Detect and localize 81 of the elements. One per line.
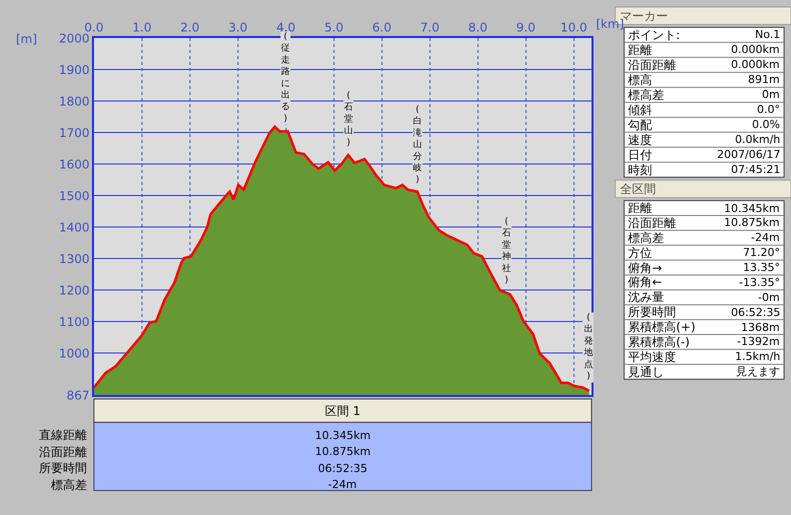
text: 直線距離 [39, 428, 87, 442]
text: 0.0° [757, 103, 780, 116]
text: 0.0km/h [735, 133, 780, 146]
y-tick-label: 867 [66, 388, 90, 402]
text: 0.000km [731, 58, 780, 71]
annotation: (石堂神社) [502, 217, 511, 286]
text: 速度 [628, 133, 652, 147]
x-tick-label: 3.0 [228, 20, 248, 34]
text: 標高差 [51, 478, 87, 492]
text: 2007/06/17 [717, 148, 780, 161]
text: -24m [751, 231, 780, 244]
text: 標高差 [628, 88, 664, 102]
y-tick-label: 1700 [58, 126, 90, 140]
text: 傾斜 [628, 103, 652, 117]
text: 勾配 [628, 118, 652, 132]
text: No.1 [755, 28, 780, 41]
text: 沿面距離 [628, 58, 676, 72]
text: 標高 [628, 73, 652, 87]
text: 沿面距離 [628, 216, 676, 230]
text: 0.0% [752, 118, 780, 131]
x-tick-label: 6.0 [372, 20, 392, 34]
text: 距離 [628, 201, 652, 215]
text: 俯角→ [628, 261, 662, 275]
text: ポイント: [628, 28, 680, 42]
annotation: (出発地点) [583, 313, 593, 382]
x-tick-label: 7.0 [420, 20, 440, 34]
text: 累積標高(-) [628, 335, 690, 349]
y-axis-title: [m] [16, 32, 38, 46]
y-tick-label: 1100 [58, 314, 90, 329]
y-tick-label: 1600 [58, 157, 90, 172]
text: 1368m [741, 321, 780, 334]
text: 区間 1 [325, 404, 360, 418]
text: 10.875km [724, 216, 780, 229]
y-tick-label: 1300 [58, 252, 90, 266]
x-tick-label: 10.0 [560, 20, 588, 34]
text: 見通し [628, 365, 664, 379]
text: 標高差 [628, 231, 664, 245]
text: 所要時間 [628, 305, 676, 319]
x-tick-label: 5.0 [324, 20, 344, 34]
annotation: (石堂山) [344, 91, 353, 148]
text: 方位 [628, 246, 652, 260]
x-tick-label: 2.0 [180, 20, 200, 34]
x-tick-label: 8.0 [468, 20, 488, 34]
y-tick-label: 1800 [58, 94, 90, 108]
text: 0m [762, 88, 780, 101]
text: 71.20° [743, 246, 780, 259]
text: 10.345km [724, 202, 780, 215]
text: 距離 [628, 43, 652, 57]
text: 07:45:21 [731, 163, 780, 176]
text: 06:52:35 [318, 462, 368, 475]
text: 累積標高(+) [628, 320, 696, 334]
text: 沿面距離 [39, 445, 87, 459]
x-tick-label: 4.0 [276, 20, 296, 34]
x-tick-label: 1.0 [132, 20, 152, 34]
text: 891m [748, 73, 780, 86]
y-tick-label: 1200 [58, 283, 90, 298]
y-tick-label: 1000 [58, 346, 90, 360]
text: 0.000km [731, 43, 780, 56]
text: -24m [328, 478, 357, 491]
annotation: (従走路に出る) [281, 32, 290, 124]
text: 時刻 [628, 163, 652, 177]
text: -13.35° [739, 276, 780, 289]
text: 見えます [736, 365, 780, 378]
x-tick-label: 9.0 [516, 20, 536, 34]
y-tick-label: 1900 [58, 62, 90, 77]
text: 13.35° [743, 261, 780, 274]
text: 全区間 [620, 182, 656, 196]
annotation: (白滝山分岐) [413, 105, 422, 186]
text: 1.5km/h [735, 350, 780, 363]
text: 06:52:35 [731, 306, 780, 319]
text: 沈み量 [628, 290, 664, 304]
text: -0m [758, 291, 780, 304]
text: 俯角← [628, 275, 662, 289]
y-tick-label: 1400 [58, 220, 90, 234]
text: 日付 [628, 148, 652, 162]
text: 所要時間 [39, 461, 87, 475]
text: 平均速度 [628, 350, 676, 364]
text: 10.345km [315, 429, 371, 442]
text: 10.875km [315, 445, 371, 458]
y-tick-label: 1500 [58, 188, 90, 203]
text: -1392m [737, 335, 780, 348]
